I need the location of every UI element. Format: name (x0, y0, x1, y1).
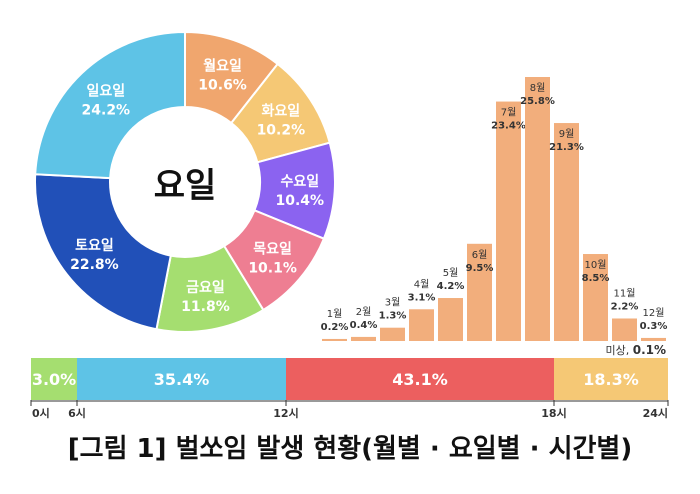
time-tick-label: 0시 (32, 407, 50, 420)
donut-slice-value: 10.4% (275, 193, 324, 209)
time-segment (286, 358, 554, 400)
month-value: 9.5% (466, 263, 494, 274)
donut-center-title: 요일 (154, 166, 217, 206)
month-bar (583, 254, 608, 341)
month-label: 7월 (501, 107, 517, 119)
month-label: 5월 (443, 267, 459, 279)
month-label: 2월 (356, 306, 372, 318)
donut-slice-label: 월요일 (203, 57, 242, 74)
weekday-donut-chart: 월요일 10.6% 화요일 10.2% 수요일 10.4% 목요일 10.1% 금요일 11.8%… (34, 30, 336, 333)
time-segment-value: 35.4% (154, 370, 210, 389)
donut-slice-7 (34, 30, 186, 180)
month-bar (525, 77, 550, 341)
month-bar (322, 338, 347, 341)
month-label: 10월 (585, 259, 607, 271)
donut-slice-value: 24.2% (82, 103, 131, 119)
time-segment (77, 358, 286, 400)
unknown-month-annotation: 미상, 0.1% (605, 343, 666, 357)
donut-slice-value: 10.1% (248, 260, 297, 276)
month-bar (554, 123, 579, 341)
month-label: 11월 (614, 287, 636, 299)
month-bar (467, 243, 492, 341)
time-tick-label: 12시 (273, 407, 298, 420)
month-bar (438, 298, 463, 341)
donut-slice-label: 토요일 (75, 238, 114, 254)
month-value: 23.4% (491, 121, 526, 132)
donut-slice-value: 10.2% (257, 122, 306, 138)
time-segment-value: 43.1% (392, 370, 448, 389)
month-value: 0.3% (640, 321, 668, 332)
figure-caption: [그림 1] 벌쏘임 발생 현황(월별 · 요일별 · 시간별) (67, 434, 633, 464)
donut-slice-value: 22.8% (70, 257, 119, 273)
month-value: 25.8% (520, 96, 555, 107)
time-stacked-bar: 3.0% 35.4% 43.1% 18.3% 0시 6시 12시 18시 24시 (30, 358, 669, 420)
donut-slice-value: 11.8% (181, 299, 230, 315)
time-tick-label: 18시 (541, 407, 566, 420)
donut-slice-label: 금요일 (186, 280, 225, 296)
month-value: 8.5% (582, 273, 610, 284)
donut-slice-label: 화요일 (262, 103, 301, 119)
month-bar (612, 318, 637, 341)
month-bar (496, 101, 521, 341)
time-tick-label: 6시 (68, 407, 86, 420)
donut-slice-label: 수요일 (280, 174, 319, 190)
donut-slice-label: 목요일 (253, 241, 292, 257)
month-value: 1.3% (379, 311, 407, 322)
month-label: 4월 (414, 278, 430, 290)
month-label: 1월 (327, 308, 343, 320)
month-label: 12월 (643, 307, 665, 319)
time-tick-label: 24시 (643, 407, 668, 420)
month-value: 4.2% (437, 281, 465, 292)
donut-slice-label: 일요일 (86, 84, 125, 100)
month-value: 3.1% (408, 292, 436, 303)
time-segment (31, 358, 77, 400)
month-value: 21.3% (549, 142, 584, 153)
month-value: 2.2% (611, 301, 639, 312)
donut-slice-value: 10.6% (198, 77, 247, 93)
month-bar (380, 327, 405, 341)
month-label: 3월 (385, 297, 401, 309)
month-label: 6월 (472, 249, 488, 261)
month-label: 8월 (530, 82, 546, 94)
month-bar (409, 309, 434, 341)
month-value: 0.4% (350, 320, 378, 331)
time-segment-value: 18.3% (583, 370, 639, 389)
time-segment (554, 358, 668, 400)
monthly-bar-chart: 1월 0.2% 2월 0.4% 3월 1.3% 4월 3.1% 5월 4.2% 6월 9.5% 7월 23… (321, 77, 668, 357)
month-label: 9월 (559, 128, 575, 140)
month-bar (351, 336, 376, 341)
donut-slice-6 (34, 173, 172, 331)
month-value: 0.2% (321, 322, 349, 333)
month-bar (641, 337, 666, 341)
time-segment-value: 3.0% (32, 370, 76, 389)
